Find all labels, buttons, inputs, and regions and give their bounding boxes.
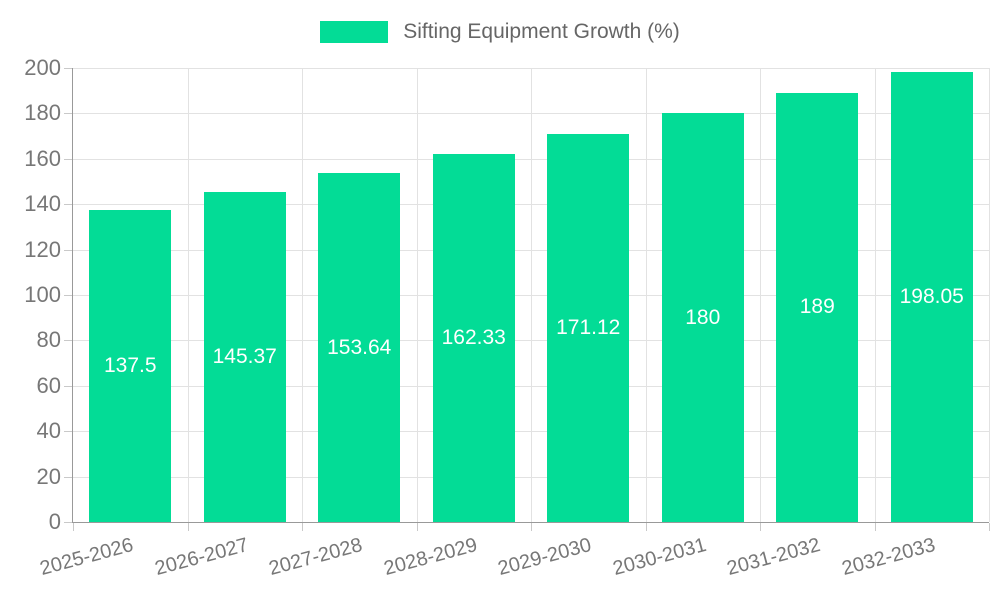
y-axis-tick [64, 113, 72, 115]
x-axis-tick-label: 2026-2027 [152, 534, 251, 581]
x-axis-tick [73, 523, 74, 531]
bar-2026-2027[interactable]: 145.37 [203, 192, 286, 522]
x-axis-tick-label: 2027-2028 [266, 534, 365, 581]
y-axis-tick-label: 0 [48, 509, 61, 534]
bar-2028-2029[interactable]: 162.33 [432, 153, 515, 522]
x-axis-tick-label: 2029-2030 [495, 534, 594, 581]
y-axis-tick-label: 160 [24, 145, 61, 171]
x-axis-tick [531, 523, 532, 531]
gridline-vertical [416, 68, 418, 522]
bar-2027-2028[interactable]: 153.64 [318, 173, 401, 522]
y-axis-tick-label: 180 [24, 100, 61, 126]
y-axis-tick [64, 431, 72, 433]
gridline-vertical [760, 68, 761, 522]
y-axis-tick-label: 80 [36, 327, 61, 353]
bar-2029-2030[interactable]: 171.12 [547, 133, 630, 522]
gridline-vertical [187, 68, 189, 522]
x-axis-tick [874, 523, 876, 531]
y-axis-tick-label: 200 [24, 55, 61, 80]
y-axis-tick-label: 120 [24, 236, 61, 262]
x-axis-tick [760, 523, 761, 531]
y-axis-tick [64, 295, 72, 296]
x-axis-tick [302, 523, 303, 531]
x-axis-tick [989, 523, 990, 531]
gridline-vertical [874, 68, 876, 522]
bar-value-label: 153.64 [327, 335, 392, 359]
y-axis-tick [64, 158, 72, 160]
legend-label: Sifting Equipment Growth (%) [403, 20, 680, 43]
bar-value-label: 145.37 [212, 345, 277, 368]
plot-area: 0 20 40 60 80 100 120 140 160 180 200 137.5 2025-202… [24, 55, 990, 580]
bar-2032-2033[interactable]: 198.05 [890, 72, 973, 522]
y-axis-tick-label: 140 [24, 191, 61, 217]
x-axis-tick-label: 2031-2032 [724, 534, 823, 581]
x-axis-tick [416, 523, 418, 531]
x-axis-tick-label: 2025-2026 [37, 534, 136, 581]
bar-2031-2032[interactable]: 189 [776, 92, 859, 522]
bar-value-label: 198.05 [899, 285, 964, 309]
bar-2030-2031[interactable]: 180 [661, 113, 744, 522]
bar-value-label: 137.5 [103, 353, 157, 377]
y-axis-tick [64, 522, 72, 523]
y-axis-tick [64, 68, 72, 69]
y-axis-tick [64, 249, 72, 251]
gridline-vertical [531, 68, 532, 522]
gridline-vertical [302, 68, 303, 522]
y-axis-tick-label: 60 [36, 372, 61, 398]
legend-swatch [320, 21, 389, 43]
gridline-vertical [645, 68, 647, 522]
bar-value-label: 162.33 [441, 325, 506, 349]
bar-value-label: 189 [799, 295, 835, 319]
y-axis-tick-label: 100 [24, 282, 61, 307]
bar-value-label: 171.12 [556, 315, 621, 339]
y-axis-tick [64, 476, 72, 478]
y-axis-tick [64, 385, 72, 387]
x-axis-tick-label: 2030-2031 [610, 534, 709, 581]
y-axis-tick-label: 40 [36, 418, 61, 444]
y-axis-tick [64, 340, 72, 342]
legend[interactable]: Sifting Equipment Growth (%) [0, 21, 1000, 43]
bar-2025-2026[interactable]: 137.5 [89, 209, 172, 522]
x-axis-tick-label: 2028-2029 [381, 534, 480, 581]
gridline-vertical [989, 68, 990, 522]
x-axis-tick-label: 2032-2033 [839, 534, 938, 581]
x-axis-tick [187, 523, 189, 531]
y-axis-tick [64, 204, 72, 206]
y-axis-tick-label: 20 [36, 463, 61, 489]
bar-value-label: 180 [685, 305, 721, 329]
x-axis-tick [645, 523, 647, 531]
